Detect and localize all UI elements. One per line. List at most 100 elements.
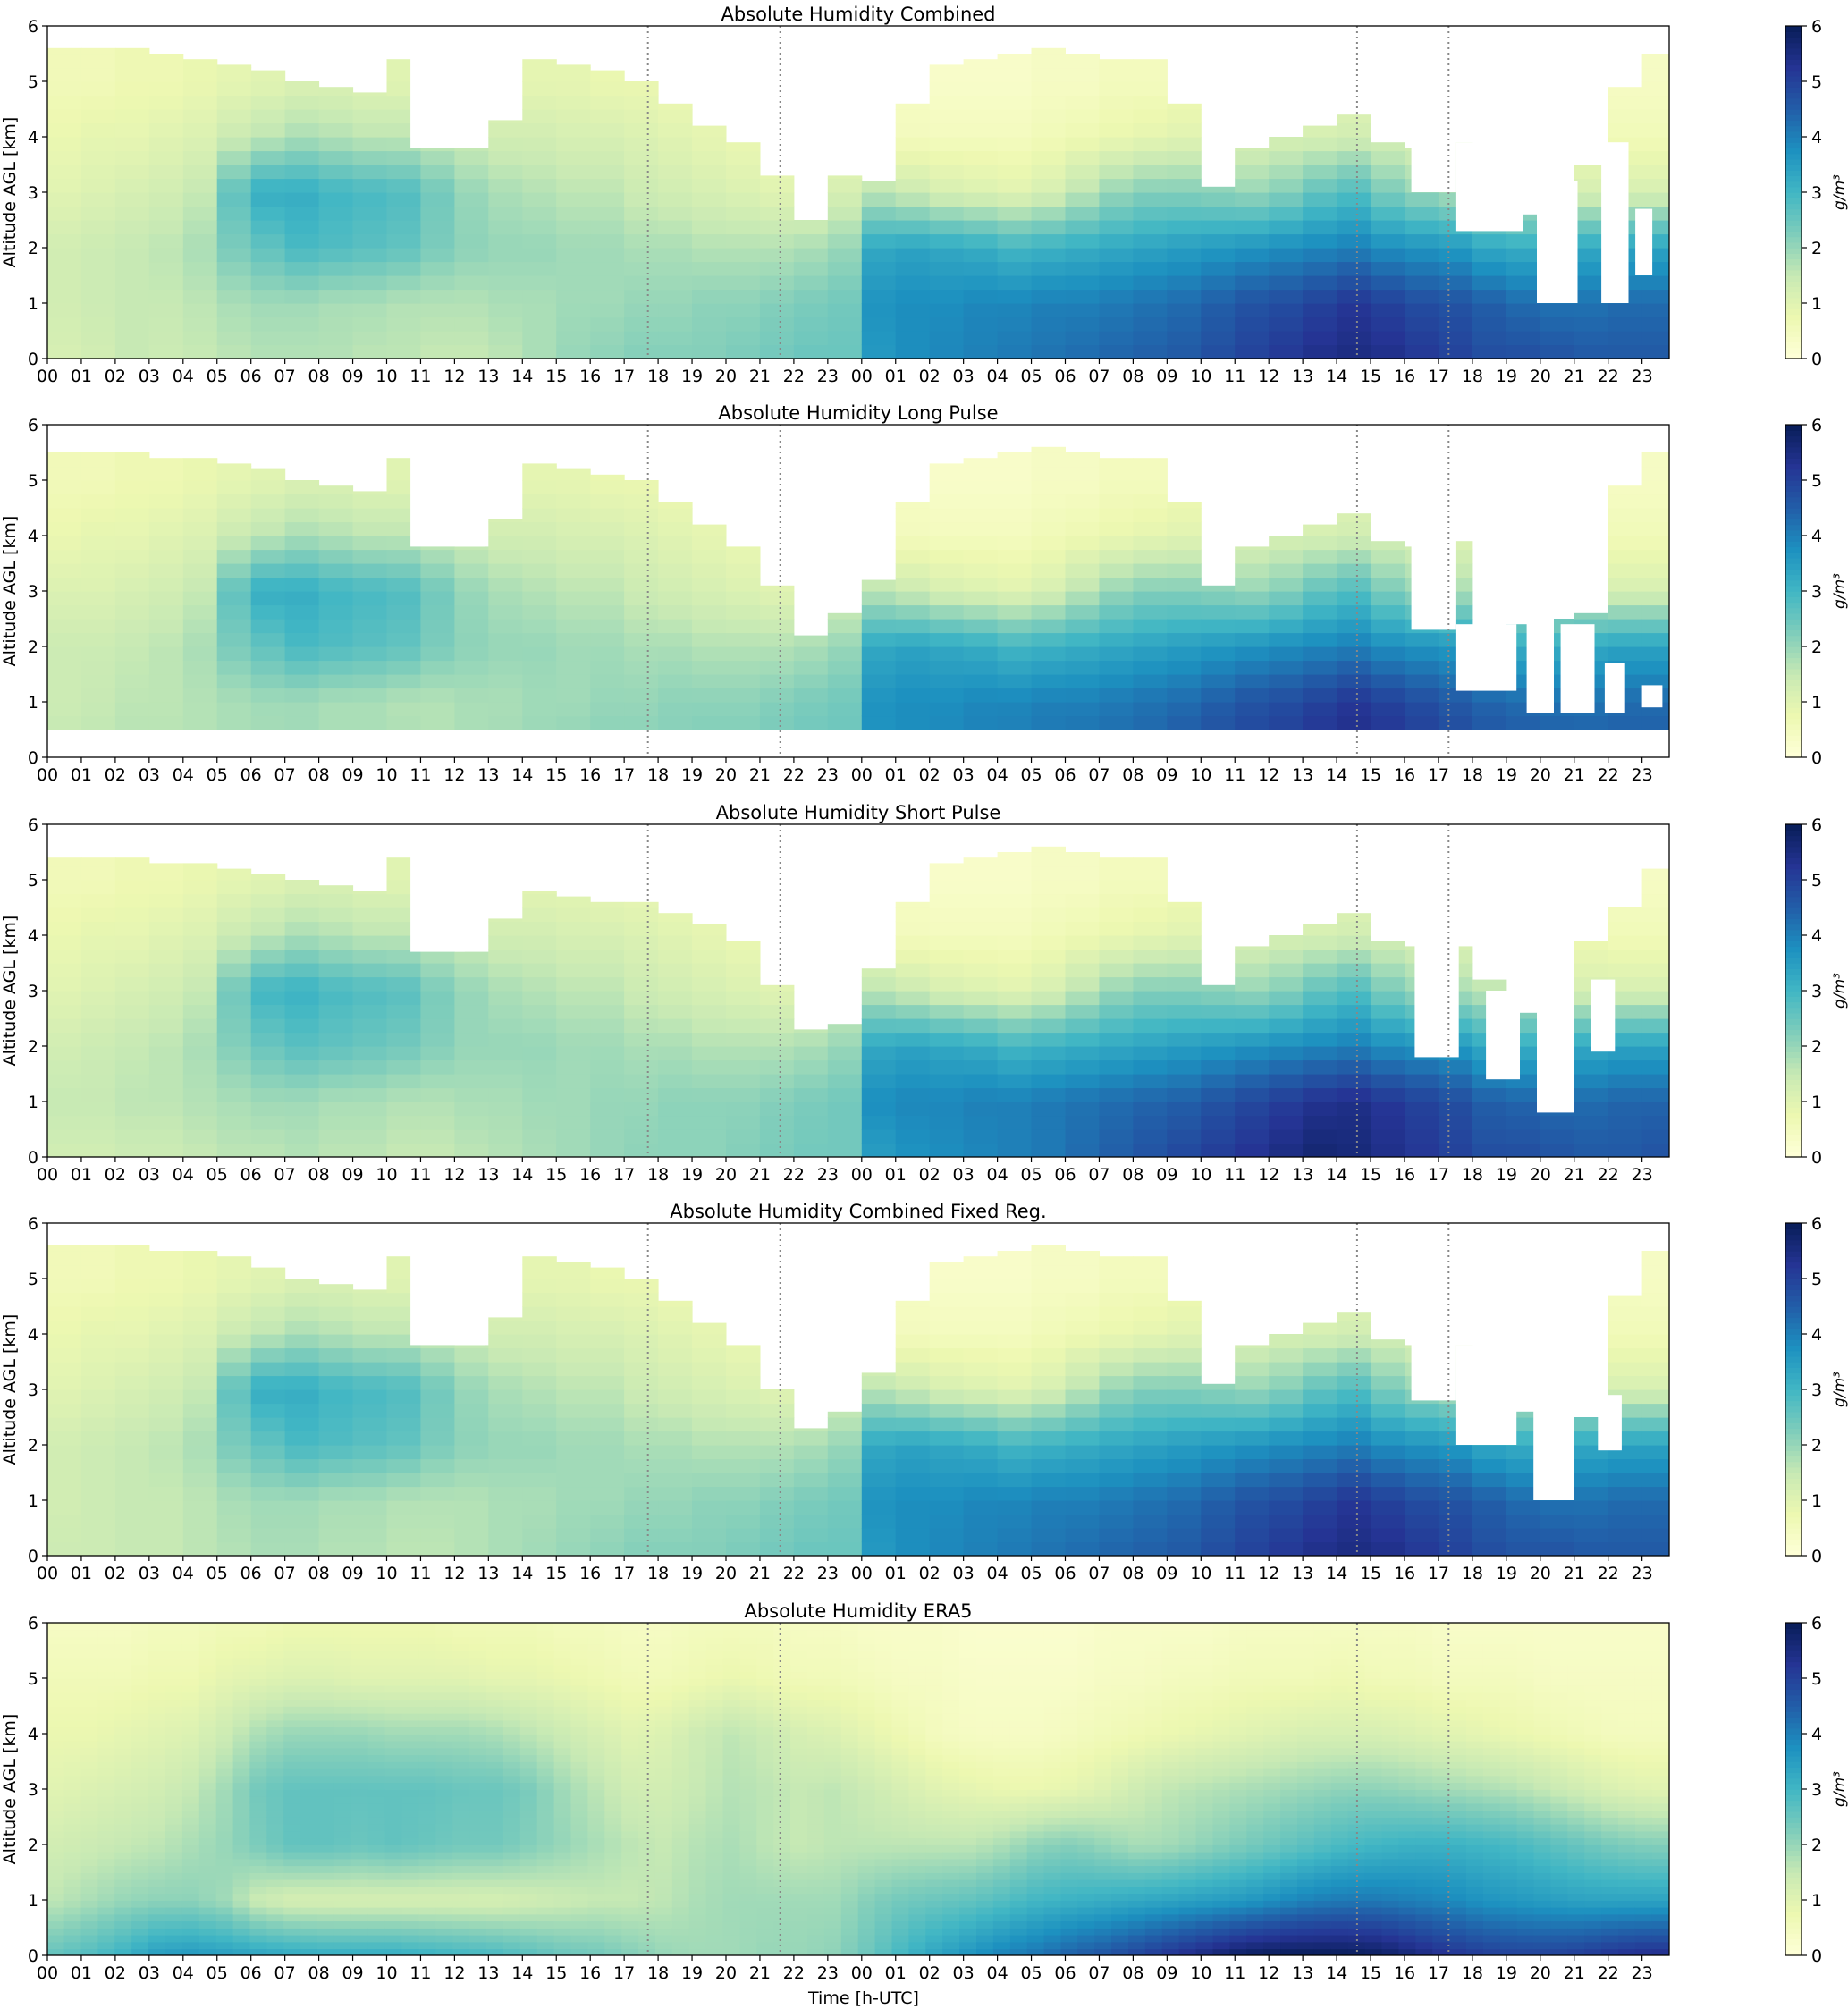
heatmap-cell (522, 1279, 557, 1294)
heatmap-cell (726, 1431, 761, 1446)
heatmap-cell (658, 137, 693, 152)
heatmap-cell (1031, 289, 1066, 304)
x-tick-label: 19 (681, 1564, 703, 1583)
heatmap-cell (963, 1473, 999, 1488)
heatmap-cell (556, 1018, 591, 1034)
heatmap-cell (692, 1115, 727, 1130)
heatmap-cell (963, 192, 999, 207)
heatmap-cell (692, 563, 727, 578)
colorbar-segment (1785, 220, 1802, 226)
heatmap-cell (1371, 1445, 1405, 1460)
heatmap-cell (963, 1306, 999, 1321)
heatmap-cell (283, 1643, 301, 1651)
heatmap-cell (47, 150, 82, 165)
heatmap-cell (827, 331, 863, 346)
heatmap-cell (250, 1087, 286, 1102)
heatmap-cell (861, 1059, 897, 1075)
heatmap-cell (997, 1528, 1033, 1543)
heatmap-cell (148, 261, 184, 276)
heatmap-cell (47, 95, 82, 110)
heatmap-cell (318, 893, 354, 908)
heatmap-cell (1608, 317, 1643, 332)
heatmap-cell (300, 1789, 318, 1797)
colorbar-segment (1785, 941, 1802, 948)
colorbar-segment (1785, 591, 1802, 597)
heatmap-cell (1472, 275, 1507, 291)
heatmap-cell (1641, 715, 1669, 730)
heatmap-cell (266, 1650, 284, 1659)
heatmap-cell (47, 865, 82, 881)
heatmap-cell (318, 206, 354, 221)
heatmap-cell (131, 1823, 149, 1832)
heatmap-cell (182, 81, 218, 97)
x-tick-label: 20 (1530, 765, 1551, 785)
heatmap-cell (1641, 1541, 1669, 1556)
heatmap-cell (895, 563, 931, 578)
heatmap-cell (556, 688, 591, 703)
heatmap-cell (232, 1636, 251, 1645)
heatmap-cell (114, 880, 150, 895)
heatmap-cell (249, 1886, 268, 1895)
heatmap-cell (963, 1074, 999, 1089)
heatmap-cell (386, 1087, 421, 1102)
heatmap-cell (318, 1059, 354, 1075)
heatmap-cell (1133, 275, 1168, 291)
heatmap-cell (556, 604, 591, 620)
heatmap-cell (590, 1102, 625, 1117)
heatmap-cell (1337, 1032, 1371, 1047)
heatmap-cell (861, 220, 897, 235)
colorbar-tick-label: 4 (1811, 527, 1822, 546)
heatmap-cell (1405, 344, 1439, 359)
heatmap-cell (759, 1059, 795, 1075)
heatmap-cell (114, 1934, 132, 1943)
heatmap-cell (148, 220, 184, 235)
heatmap-cell (284, 1102, 320, 1117)
heatmap-cell (1641, 1143, 1669, 1157)
heatmap-cell (284, 1431, 320, 1446)
heatmap-cell (1337, 1347, 1371, 1363)
heatmap-cell (1574, 220, 1609, 235)
x-tick-label: 03 (139, 367, 160, 386)
heatmap-cell (181, 1886, 200, 1895)
heatmap-cell (590, 289, 625, 304)
heatmap-cell (216, 991, 252, 1006)
heatmap-cell (522, 1087, 557, 1102)
heatmap-cell (1303, 1528, 1337, 1543)
heatmap-cell (827, 1102, 863, 1117)
heatmap-cell (386, 1541, 421, 1556)
heatmap-cell (250, 632, 286, 647)
heatmap-cell (47, 508, 82, 523)
heatmap-cell (148, 1900, 166, 1908)
colorbar-tick-label: 1 (1811, 1093, 1822, 1112)
heatmap-cell (1167, 674, 1202, 689)
heatmap-cell (1506, 1541, 1541, 1556)
heatmap-cell (1608, 122, 1643, 138)
heatmap-cell (556, 64, 591, 69)
heatmap-cell (114, 1245, 150, 1252)
heatmap-cell (692, 192, 727, 207)
heatmap-cell (522, 1059, 557, 1075)
x-tick-label: 17 (1428, 367, 1449, 386)
heatmap-cell (148, 192, 184, 207)
heatmap-cell (454, 1500, 489, 1515)
heatmap-cell (488, 317, 523, 332)
heatmap-cell (63, 1789, 82, 1797)
heatmap-cell (47, 1528, 82, 1543)
heatmap-cell (232, 1906, 251, 1915)
heatmap-cell (114, 1699, 132, 1707)
heatmap-cell (249, 1789, 268, 1797)
heatmap-cell (420, 1528, 455, 1543)
heatmap-cell (318, 604, 354, 620)
heatmap-cell (114, 591, 150, 606)
colorbar-segment (1785, 1090, 1802, 1097)
heatmap-cell (793, 1102, 829, 1117)
x-tick-label: 02 (919, 367, 941, 386)
heatmap-cell (1540, 715, 1575, 730)
chart-title: Absolute Humidity Short Pulse (716, 802, 1001, 823)
heatmap-cell (624, 549, 659, 564)
heatmap-cell (1303, 1059, 1337, 1075)
chart-title: Absolute Humidity Combined (721, 4, 995, 25)
heatmap-cell (1201, 1486, 1236, 1501)
heatmap-cell (1337, 1087, 1371, 1102)
heatmap-cell (861, 688, 897, 703)
